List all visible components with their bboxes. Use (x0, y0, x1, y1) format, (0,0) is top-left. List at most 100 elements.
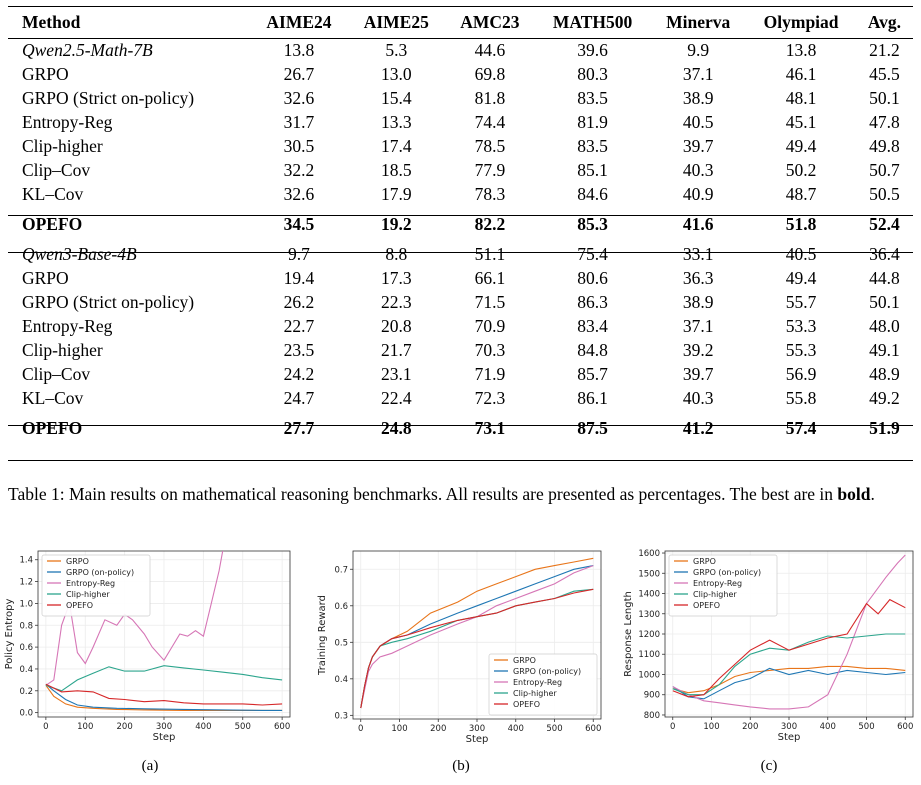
column-header: AIME25 (363, 12, 429, 32)
x-tick-label: 600 (585, 724, 601, 734)
x-tick-label: 100 (703, 722, 719, 732)
y-tick-label: 1.4 (19, 556, 33, 566)
table-row: Clip–Cov 24.2 23.1 71.9 85.7 39.7 56.9 48.9 (8, 362, 913, 386)
score-cell: 49.8 (869, 136, 900, 156)
score-cell: 81.8 (474, 88, 506, 108)
score-cell: 50.2 (785, 160, 817, 180)
y-tick-label: 0.6 (334, 602, 348, 612)
y-tick-label: 1.2 (19, 578, 33, 588)
legend-label: Clip-higher (693, 590, 737, 599)
legend-label: GRPO (on-policy) (66, 568, 134, 577)
score-cell: 44.6 (474, 40, 506, 60)
table-row: GRPO 19.4 17.3 66.1 80.6 36.3 49.4 44.8 (8, 266, 913, 290)
score-cell: 38.9 (682, 292, 714, 312)
subfigure-label: (a) (141, 758, 159, 774)
table-row: GRPO (Strict on-policy) 26.2 22.3 71.5 86.3 3… (8, 290, 913, 314)
score-cell: 24.2 (283, 364, 315, 384)
y-tick-label: 0.3 (334, 711, 348, 721)
x-tick-label: 100 (391, 724, 407, 734)
x-tick-label: 500 (235, 722, 251, 732)
method-cell: GRPO (Strict on-policy) (22, 292, 195, 312)
score-cell: 41.2 (682, 418, 714, 438)
series-group (360, 557, 594, 709)
series-line (672, 667, 906, 700)
y-tick-label: 0.0 (19, 709, 33, 719)
score-cell: 40.3 (682, 160, 714, 180)
method-cell: Entropy-Reg (22, 316, 113, 336)
score-cell: 53.3 (785, 316, 817, 336)
score-cell: 86.3 (577, 292, 608, 312)
score-cell: 37.1 (682, 64, 714, 84)
table-row: Qwen2.5-Math-7B 13.8 5.3 44.6 39.6 9.9 13.8 21.… (8, 38, 913, 62)
x-tick-label: 600 (274, 722, 290, 732)
score-cell: 17.3 (380, 268, 412, 288)
score-cell: 21.7 (380, 340, 412, 360)
table-row: Clip-higher 23.5 21.7 70.3 84.8 39.2 55.3 49.1 (8, 338, 913, 362)
score-cell: 57.4 (785, 418, 817, 438)
score-cell: 85.1 (577, 160, 608, 180)
method-cell: OPEFO (22, 214, 83, 234)
score-cell: 48.7 (785, 184, 817, 204)
method-cell: Entropy-Reg (22, 112, 113, 132)
score-cell: 45.1 (785, 112, 817, 132)
x-tick-label: 600 (897, 722, 913, 732)
y-tick-label: 1400 (638, 590, 660, 600)
series-line (672, 633, 906, 696)
score-cell: 50.5 (869, 184, 900, 204)
score-cell: 9.7 (288, 244, 310, 264)
x-tick-label: 400 (820, 722, 836, 732)
series-group (45, 551, 283, 711)
score-cell: 80.3 (577, 64, 608, 84)
score-cell: 36.3 (682, 268, 714, 288)
score-cell: 72.3 (474, 388, 506, 408)
x-tick-label: 0 (358, 724, 363, 734)
x-tick-label: 400 (195, 722, 211, 732)
y-axis-label: Response Length (623, 591, 634, 677)
caption-bold: bold (837, 484, 871, 504)
score-cell: 33.1 (682, 244, 714, 264)
series-group (672, 554, 906, 710)
score-cell: 70.3 (474, 340, 506, 360)
score-cell: 51.9 (869, 418, 900, 438)
series-line (45, 683, 283, 706)
score-cell: 83.4 (577, 316, 608, 336)
y-tick-label: 0.4 (19, 665, 33, 675)
legend-label: GRPO (513, 656, 536, 665)
score-cell: 39.7 (682, 136, 714, 156)
score-cell: 50.1 (869, 292, 900, 312)
series-line (672, 665, 906, 694)
table-group-rule (8, 425, 913, 426)
y-tick-label: 800 (644, 711, 660, 721)
score-cell: 71.9 (474, 364, 506, 384)
y-axis-label: Training Reward (317, 595, 328, 676)
score-cell: 49.2 (869, 388, 900, 408)
method-cell: Clip–Cov (22, 160, 91, 180)
table-row: Entropy-Reg 31.7 13.3 74.4 81.9 40.5 45.1 47.8 (8, 110, 913, 134)
legend-label: Clip-higher (66, 590, 110, 599)
legend-box (668, 554, 778, 617)
method-cell: GRPO (22, 64, 69, 84)
table-row: Clip–Cov 32.2 18.5 77.9 85.1 40.3 50.2 50.7 (8, 158, 913, 182)
score-cell: 13.3 (380, 112, 412, 132)
score-cell: 45.5 (869, 64, 900, 84)
score-cell: 32.6 (283, 184, 315, 204)
score-cell: 47.8 (869, 112, 900, 132)
score-cell: 74.4 (474, 112, 506, 132)
score-cell: 41.6 (682, 214, 714, 234)
score-cell: 87.5 (577, 418, 608, 438)
score-cell: 40.5 (682, 112, 714, 132)
table-top-rule (8, 6, 913, 7)
column-header: AIME24 (266, 12, 332, 32)
score-cell: 40.5 (785, 244, 817, 264)
table-row: KL–Cov 24.7 22.4 72.3 86.1 40.3 55.8 49.2 (8, 386, 913, 410)
table-caption: Table 1: Main results on mathematical re… (8, 482, 913, 506)
method-cell: Clip-higher (22, 136, 103, 156)
score-cell: 66.1 (474, 268, 506, 288)
score-cell: 40.9 (682, 184, 714, 204)
series-line (45, 551, 224, 686)
score-cell: 39.2 (682, 340, 714, 360)
table-header-rule (8, 38, 913, 39)
x-tick-label: 300 (469, 724, 485, 734)
score-cell: 22.7 (283, 316, 315, 336)
score-cell: 17.4 (380, 136, 412, 156)
